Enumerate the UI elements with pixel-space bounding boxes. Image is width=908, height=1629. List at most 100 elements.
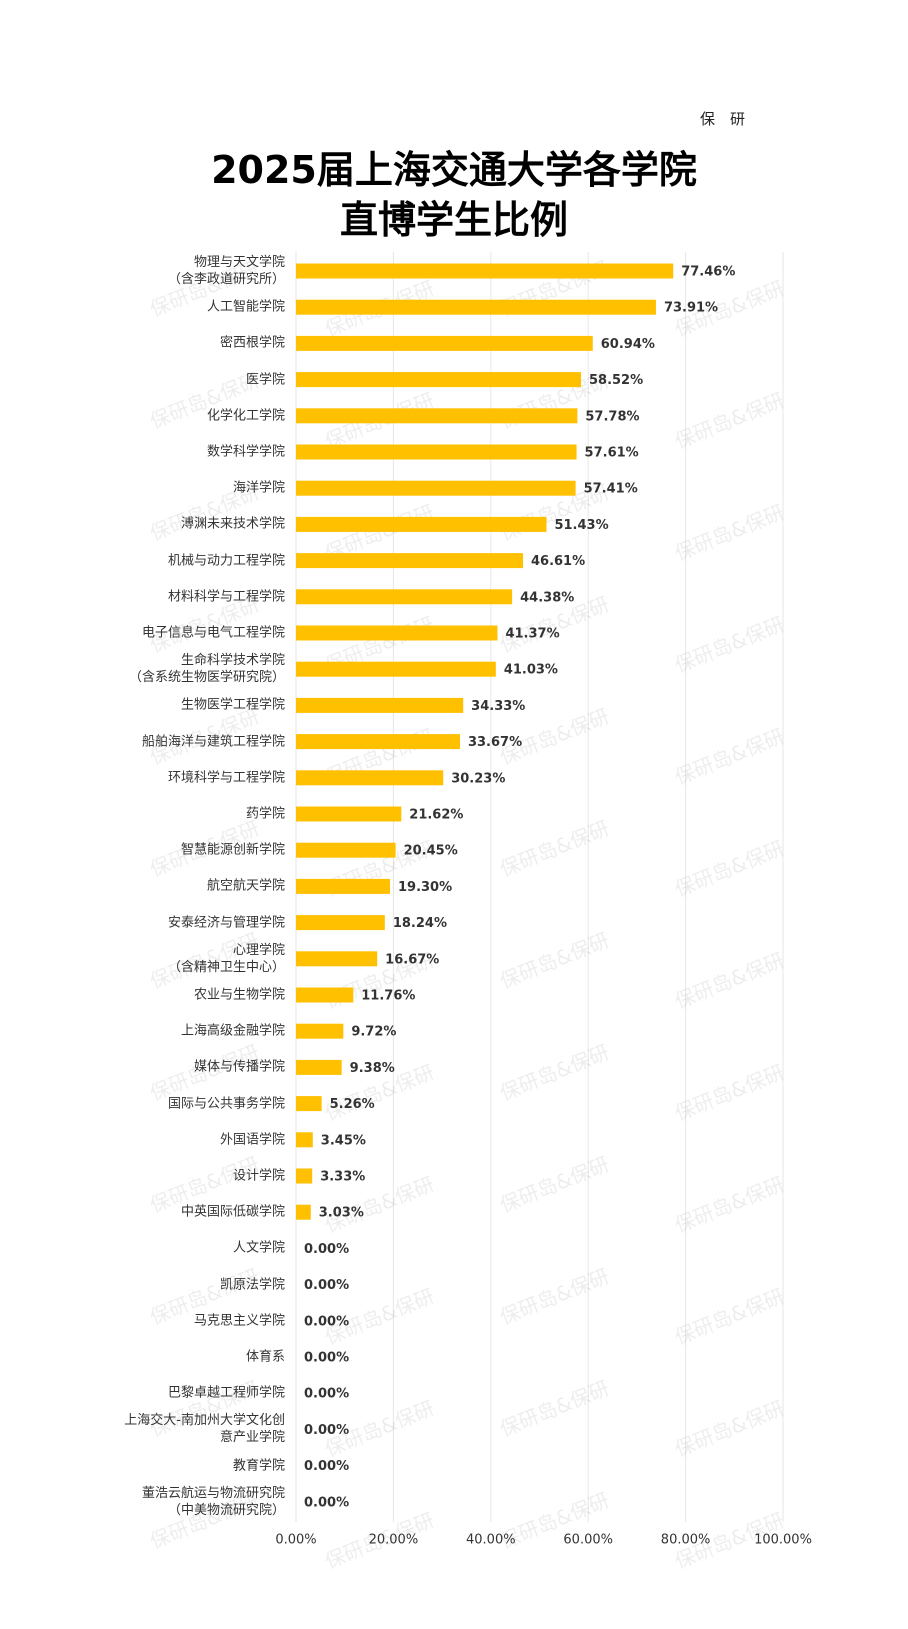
chart-title: 2025届上海交通大学各学院 直博学生比例 (211, 148, 697, 242)
bar (296, 1168, 313, 1184)
x-tick-label: 20.00% (369, 1533, 419, 1548)
bar (296, 480, 576, 496)
bar (296, 444, 577, 460)
watermark: 保研岛&保研 (671, 836, 787, 902)
value-label: 30.23% (451, 771, 505, 786)
bar (296, 1023, 344, 1039)
category-label: 化学化工学院 (206, 408, 285, 424)
category-label: 船舶海洋与建筑工程学院 (141, 734, 285, 750)
x-tick-label: 60.00% (563, 1533, 613, 1548)
bar (296, 697, 464, 713)
category-label: 人文学院 (232, 1240, 285, 1256)
bar (296, 951, 378, 967)
bar (296, 987, 354, 1003)
x-tick-label: 40.00% (466, 1533, 516, 1548)
category-label: 国际与公共事务学院 (167, 1096, 285, 1112)
watermark: 保研岛&保研 (671, 1172, 787, 1238)
watermark: 保研岛&保研 (321, 1508, 437, 1574)
watermark: 保研岛&保研 (671, 724, 787, 790)
watermark: 保研岛&保研 (671, 500, 787, 566)
category-label: 海洋学院 (232, 480, 285, 496)
value-label: 41.03% (504, 663, 558, 678)
category-label: 数学科学学院 (206, 444, 285, 460)
category-label: 人工智能学院 (206, 299, 285, 315)
value-label: 57.41% (584, 482, 638, 497)
value-label: 20.45% (404, 844, 458, 859)
watermark: 保研岛&保研 (496, 816, 612, 882)
value-label: 21.62% (409, 808, 463, 823)
watermark: 保研岛&保研 (496, 1264, 612, 1330)
category-label: 外国语学院 (219, 1132, 285, 1148)
x-tick-label: 80.00% (661, 1533, 711, 1548)
value-label: 0.00% (304, 1459, 349, 1474)
bar (296, 1096, 322, 1112)
value-label: 58.52% (589, 373, 643, 388)
bar (296, 408, 578, 424)
category-label: 安泰经济与管理学院 (167, 915, 285, 931)
value-label: 19.30% (398, 880, 452, 895)
bar (296, 516, 547, 532)
watermark: 保研岛&保研 (496, 1152, 612, 1218)
watermark: 保研岛&保研 (671, 612, 787, 678)
category-label: 物理与天文学院 （含李政道研究所） (167, 255, 285, 287)
watermark: 保研岛&保研 (671, 1396, 787, 1462)
value-label: 34.33% (471, 699, 525, 714)
watermark: 保研岛&保研 (671, 1284, 787, 1350)
value-label: 51.43% (554, 518, 608, 533)
bar (296, 1204, 311, 1220)
value-label: 44.38% (520, 590, 574, 605)
value-label: 3.45% (321, 1133, 366, 1148)
category-label: 体育系 (245, 1349, 285, 1365)
category-label: 巴黎卓越工程师学院 (167, 1385, 285, 1401)
bar (296, 299, 656, 315)
value-label: 0.00% (304, 1242, 349, 1257)
bar (296, 806, 402, 822)
value-label: 18.24% (393, 916, 447, 931)
category-label: 上海高级金融学院 (180, 1023, 285, 1039)
value-label: 46.61% (531, 554, 585, 569)
value-label: 73.91% (664, 301, 718, 316)
value-label: 60.94% (601, 337, 655, 352)
value-label: 9.72% (351, 1025, 396, 1040)
value-label: 41.37% (505, 627, 559, 642)
category-label: 农业与生物学院 (193, 987, 285, 1003)
category-label: 教育学院 (232, 1458, 285, 1474)
category-label: 密西根学院 (219, 335, 285, 351)
bar (296, 915, 385, 931)
category-label: 马克思主义学院 (193, 1313, 285, 1329)
category-label: 媒体与传播学院 (193, 1059, 285, 1075)
bar (296, 661, 496, 677)
category-label: 生命科学技术学院 （含系统生物医学研究院） (128, 653, 285, 686)
bar (296, 263, 674, 279)
watermark: 保研岛&保研 (671, 1060, 787, 1126)
bar (296, 734, 460, 750)
category-label: 电子信息与电气工程学院 (141, 625, 285, 641)
value-label: 0.00% (304, 1423, 349, 1438)
category-label: 药学院 (245, 806, 285, 822)
category-label: 生物医学工程学院 (180, 697, 285, 713)
bar (296, 1132, 313, 1148)
value-label: 0.00% (304, 1351, 349, 1366)
value-label: 11.76% (361, 989, 415, 1004)
watermark: 保研岛&保研 (496, 1040, 612, 1106)
value-label: 57.78% (585, 409, 639, 424)
category-label: 中英国际低碳学院 (180, 1204, 285, 1220)
bar (296, 842, 396, 858)
category-label: 凯原法学院 (219, 1277, 285, 1293)
category-label: 智慧能源创新学院 (180, 842, 285, 858)
value-label: 0.00% (304, 1314, 349, 1329)
source-label: 保 研 (700, 110, 746, 128)
value-label: 33.67% (468, 735, 522, 750)
watermark: 保研岛&保研 (671, 948, 787, 1014)
category-label: 医学院 (245, 372, 285, 388)
bar (296, 770, 444, 786)
value-label: 9.38% (350, 1061, 395, 1076)
bar (296, 625, 498, 641)
x-tick-label: 100.00% (754, 1533, 812, 1548)
watermark: 保研岛&保研 (496, 928, 612, 994)
bar (296, 335, 593, 351)
watermark: 保研岛&保研 (671, 388, 787, 454)
category-label: 心理学院 （含精神卫生中心） (167, 942, 285, 975)
